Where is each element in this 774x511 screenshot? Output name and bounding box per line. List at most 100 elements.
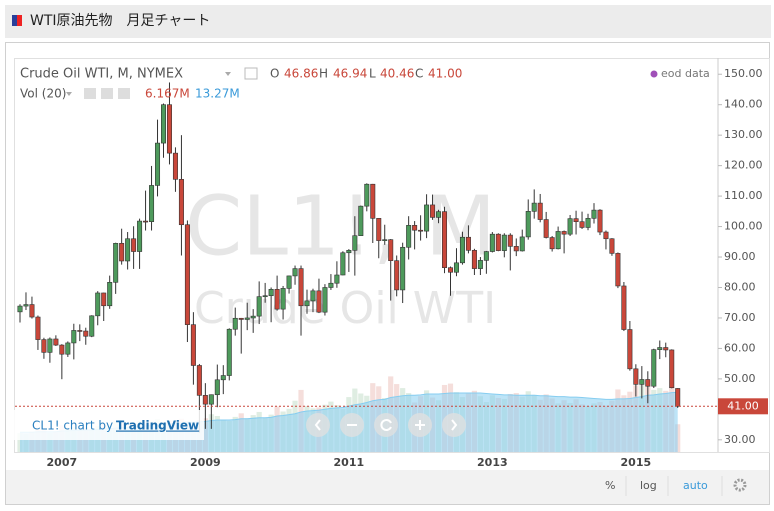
candle-body: [304, 300, 310, 307]
settings-icon[interactable]: [101, 88, 113, 99]
candle-body: [364, 183, 370, 207]
candle-body: [382, 239, 388, 241]
volume-bar: [675, 424, 681, 452]
candle-body: [453, 262, 459, 273]
flag-blue: [12, 15, 17, 26]
candle-body: [77, 330, 83, 332]
candle-body: [537, 202, 543, 220]
candle-body: [459, 236, 465, 264]
candle-body: [184, 224, 190, 325]
gear-icon[interactable]: [733, 478, 747, 492]
settings-icon[interactable]: [244, 67, 258, 80]
close-icon[interactable]: [118, 88, 130, 99]
candle-body: [256, 296, 262, 317]
candle-body: [406, 225, 412, 248]
candle-body: [555, 231, 561, 250]
plus-icon: [415, 420, 425, 430]
candle-body: [286, 275, 292, 289]
y-tick-label: 110.00: [724, 189, 763, 202]
candle-body: [238, 317, 244, 320]
candle-body: [549, 237, 555, 250]
candle-body: [202, 395, 208, 405]
y-tick-label: 80.00: [724, 280, 756, 293]
candle-body: [352, 235, 358, 251]
candle-body: [89, 315, 95, 337]
candle-body: [17, 305, 23, 313]
candle-body: [585, 218, 591, 228]
candle-body: [41, 339, 47, 353]
candle-body: [447, 267, 453, 273]
candle-body: [424, 204, 430, 232]
dropdown-arrow[interactable]: [66, 92, 72, 96]
candle-body: [131, 238, 137, 252]
candle-body: [178, 179, 184, 226]
auto-button[interactable]: auto: [683, 479, 708, 492]
candle-body: [23, 304, 29, 307]
candle-body: [274, 289, 280, 310]
y-tick-label: 30.00: [724, 433, 756, 446]
candle-body: [513, 246, 519, 252]
ohlc-value: 41.00: [428, 67, 462, 81]
right-icon: [451, 419, 458, 431]
candle-body: [220, 375, 226, 381]
candle-body: [71, 330, 77, 344]
candle-body: [232, 317, 238, 330]
candle-body: [597, 209, 603, 233]
source-label: eod data: [661, 67, 710, 80]
left-icon: [314, 419, 321, 431]
candle-body: [316, 290, 322, 313]
reset-icon: [380, 419, 392, 431]
watermark-name: Crude Oil WTI: [194, 283, 496, 334]
candle-body: [519, 236, 525, 252]
ohlc-key: L: [369, 67, 376, 81]
candle-body: [292, 268, 298, 277]
log-button[interactable]: log: [640, 479, 657, 492]
ohlc-key: H: [319, 67, 328, 81]
candle-body: [340, 252, 346, 276]
candle-body: [125, 238, 131, 262]
y-tick-label: 90.00: [724, 250, 756, 263]
candle-body: [436, 211, 442, 218]
candle-body: [268, 289, 274, 297]
attribution-link[interactable]: TradingView: [116, 419, 199, 433]
candle-body: [633, 368, 639, 385]
candle-body: [663, 347, 669, 351]
y-tick-label: 150.00: [724, 67, 763, 80]
candle-body: [400, 246, 406, 291]
candle-body: [471, 250, 477, 269]
candle-body: [651, 349, 657, 387]
ohlc-key: C: [415, 67, 423, 81]
candle-body: [615, 253, 621, 287]
x-tick-label: 2015: [621, 456, 652, 469]
reset-button[interactable]: [374, 413, 398, 437]
candle-body: [657, 347, 663, 350]
candle-body: [567, 218, 573, 235]
candle-body: [161, 104, 167, 144]
candle-body: [465, 236, 471, 251]
hide-icon[interactable]: [84, 88, 96, 99]
percent-button[interactable]: %: [605, 479, 615, 492]
scroll-right-button[interactable]: [442, 413, 466, 437]
nav-buttons: [306, 413, 466, 437]
candle-body: [119, 243, 125, 262]
candle-body: [310, 290, 316, 302]
toolbar: [6, 470, 769, 504]
scroll-left-button[interactable]: [306, 413, 330, 437]
candle-body: [172, 152, 178, 180]
x-tick-label: 2011: [334, 456, 365, 469]
candle-body: [358, 205, 364, 236]
ohlc-key: O: [270, 67, 279, 81]
candle-body: [334, 274, 340, 284]
candle-body: [155, 142, 161, 186]
candle-body: [609, 238, 615, 254]
dropdown-arrow[interactable]: [225, 72, 231, 76]
ohlc-value: 40.46: [380, 67, 414, 81]
candle-body: [107, 282, 113, 307]
candle-body: [298, 268, 304, 307]
header-title: WTI原油先物 月足チャート: [30, 13, 210, 29]
candle-body: [214, 379, 220, 396]
last-price-box: [718, 398, 768, 415]
candle-body: [143, 220, 149, 223]
y-tick-label: 130.00: [724, 128, 763, 141]
